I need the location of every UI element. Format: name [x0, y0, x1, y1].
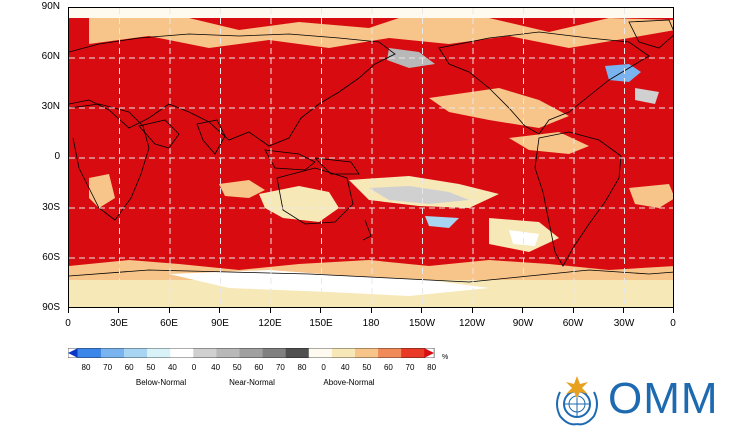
lon-label-150w: 150W [408, 318, 436, 329]
lon-tick [421, 308, 422, 313]
south-pacific-near-normal [369, 186, 469, 204]
legend-number: 40 [167, 363, 177, 372]
indian-ocean-light [219, 180, 265, 198]
probability-map [68, 7, 674, 308]
lon-tick [472, 308, 473, 313]
legend-cells [77, 348, 425, 358]
antarctic-white-patch [169, 270, 489, 296]
legend-category-below: Below-Normal [135, 378, 187, 387]
legend-number: 80 [427, 363, 437, 372]
legend-number: 60 [383, 363, 393, 372]
lat-label-60s: 60S [42, 252, 60, 263]
legend-cell [239, 348, 263, 358]
lon-label-90w: 90W [512, 318, 534, 329]
lon-tick [623, 308, 624, 313]
legend-arrow-right [424, 348, 435, 358]
lon-tick [219, 308, 220, 313]
legend-number: 0 [191, 363, 197, 372]
legend-cell [77, 348, 102, 358]
legend-cell [193, 348, 217, 358]
lon-tick [270, 308, 271, 313]
lon-label-120e: 120E [258, 318, 282, 329]
legend-number: 40 [211, 363, 221, 372]
map-canvas [69, 8, 673, 307]
australia-light-area [259, 186, 339, 222]
legend-number: 70 [405, 363, 415, 372]
lat-label-0: 0 [54, 151, 60, 162]
lon-label-90e: 90E [211, 318, 229, 329]
legend-cell [170, 348, 194, 358]
legend-cell [285, 348, 310, 358]
lon-tick [68, 308, 69, 313]
lon-label-0: 0 [65, 318, 71, 329]
legend-number: 50 [362, 363, 372, 372]
legend-cell [331, 348, 356, 358]
lon-label-180: 180 [362, 318, 380, 329]
omm-logo-text: OMM [608, 374, 719, 423]
lon-label-150e: 150E [309, 318, 333, 329]
lat-label-90n: 90N [41, 1, 60, 12]
legend-unit-label: % [442, 354, 449, 361]
legend-cell [401, 348, 425, 358]
legend-border [68, 348, 435, 358]
legend-arrow-left [68, 348, 78, 358]
legend-cell [308, 348, 333, 358]
legend-number: 80 [297, 363, 307, 372]
lon-tick [522, 308, 523, 313]
legend-number: 70 [275, 363, 285, 372]
legend-number: 60 [254, 363, 264, 372]
lon-label-60w: 60W [562, 318, 584, 329]
lat-label-90s: 90S [42, 302, 60, 313]
omm-logo: OMM [548, 372, 738, 432]
lat-label-30n: 30N [41, 101, 60, 112]
lon-label-0-east: 0 [670, 318, 676, 329]
wmo-emblem-icon [556, 376, 598, 426]
lat-label-30s: 30S [42, 202, 60, 213]
legend-number: 80 [81, 363, 91, 372]
legend-number: 60 [124, 363, 134, 372]
legend-number: 40 [340, 363, 350, 372]
lon-tick [118, 308, 119, 313]
coastlines [69, 19, 673, 283]
legend-cell [262, 348, 286, 358]
south-atlantic-light [629, 184, 673, 208]
lon-tick [573, 308, 574, 313]
south-pacific-below-normal [425, 216, 459, 228]
graticule [69, 8, 673, 307]
legend-number: 50 [232, 363, 242, 372]
legend-cell [100, 348, 125, 358]
lon-label-120w: 120W [458, 318, 486, 329]
equatorial-pacific-light [509, 132, 589, 154]
legend-cell [147, 348, 171, 358]
north-polar-band [69, 8, 673, 18]
lon-label-60e: 60E [160, 318, 178, 329]
south-africa-light [89, 174, 115, 208]
legend-category-near: Near-Normal [229, 378, 275, 387]
lon-tick [673, 308, 674, 313]
lat-label-60n: 60N [41, 51, 60, 62]
lon-tick [320, 308, 321, 313]
probability-legend: 80 70 60 50 40 0 40 50 60 70 80 0 40 50 60 70 80 Below-N… [68, 348, 446, 388]
north-atlantic-below-normal [605, 64, 641, 82]
legend-category-above: Above-Normal [323, 378, 375, 387]
lon-tick [371, 308, 372, 313]
legend-cell [216, 348, 240, 358]
lon-label-30w: 30W [613, 318, 635, 329]
legend-colorbar [68, 348, 435, 358]
legend-number: 70 [103, 363, 113, 372]
lon-tick [169, 308, 170, 313]
legend-number: 50 [146, 363, 156, 372]
lon-label-30e: 30E [110, 318, 128, 329]
arctic-light-area [89, 18, 673, 48]
legend-cell [378, 348, 402, 358]
legend-number: 0 [321, 363, 326, 372]
legend-cell [354, 348, 379, 358]
legend-cell [124, 348, 148, 358]
atlantic-near-normal [635, 88, 659, 104]
